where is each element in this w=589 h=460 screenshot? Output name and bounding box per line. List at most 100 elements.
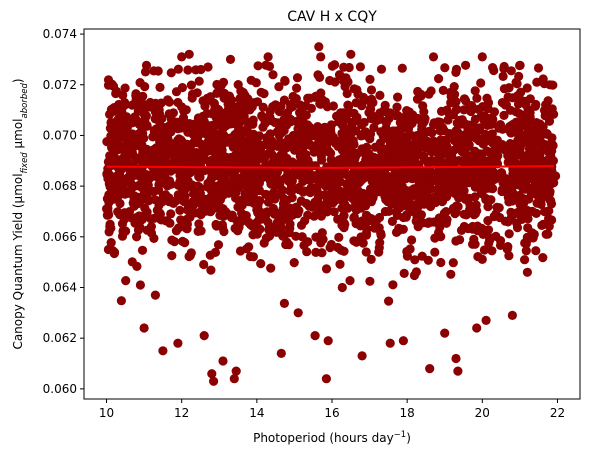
data-point (410, 255, 420, 265)
data-point (251, 78, 261, 88)
data-point (335, 71, 345, 81)
data-point (103, 244, 113, 255)
data-point (370, 222, 380, 232)
data-point (514, 71, 524, 81)
data-point (412, 94, 423, 104)
y-axis-label-mid: μmol (11, 118, 25, 152)
data-point (483, 104, 493, 114)
data-point (391, 137, 401, 147)
data-point (377, 154, 387, 164)
data-points (102, 42, 561, 386)
data-point (120, 83, 130, 93)
data-point (532, 77, 542, 87)
data-point (487, 246, 497, 256)
data-point (386, 161, 396, 171)
data-point (544, 221, 554, 231)
data-point (255, 224, 265, 234)
data-point (409, 270, 419, 281)
data-point (376, 230, 386, 240)
data-point (522, 83, 532, 93)
x-axis-label-sup: −1 (394, 430, 407, 440)
data-point (503, 217, 513, 227)
data-point (119, 185, 129, 196)
data-point (334, 155, 344, 165)
data-point (470, 209, 480, 219)
data-point (286, 180, 296, 190)
data-point (335, 259, 345, 269)
data-point (165, 218, 175, 228)
data-point (434, 153, 444, 163)
x-tick-label: 22 (550, 406, 565, 420)
x-tick-label: 16 (324, 406, 339, 420)
data-point (289, 258, 299, 268)
data-point (451, 236, 461, 246)
data-point (207, 369, 217, 379)
data-point (239, 114, 249, 124)
data-point (442, 166, 452, 176)
data-point (201, 129, 211, 139)
data-point (331, 184, 341, 194)
data-point (161, 190, 171, 200)
data-point (210, 247, 220, 257)
data-point (231, 366, 241, 376)
data-point (276, 152, 286, 162)
data-point (357, 101, 367, 111)
data-point (230, 223, 240, 233)
data-point (521, 100, 531, 110)
data-point (135, 222, 145, 233)
data-point (181, 147, 191, 157)
y-axis-label-prefix: Canopy Quantum Yield (μmol (11, 173, 25, 349)
data-point (404, 186, 414, 196)
data-point (294, 206, 304, 216)
data-point (235, 246, 246, 256)
y-axis: 0.060 0.062 0.064 0.066 0.068 0.070 0.072 0.074 (43, 27, 84, 396)
data-point (459, 180, 469, 190)
data-point (402, 251, 412, 261)
data-point (419, 107, 429, 117)
data-point (209, 201, 219, 211)
data-point (173, 338, 183, 348)
data-point (167, 121, 177, 131)
data-point (316, 52, 326, 62)
data-point (260, 150, 270, 160)
data-point (487, 173, 497, 184)
data-point (154, 148, 164, 158)
x-tick-label: 10 (99, 406, 114, 420)
y-axis-label-close: ) (11, 78, 25, 83)
data-point (339, 223, 349, 233)
data-point (241, 144, 251, 154)
data-point (317, 248, 327, 258)
data-point (178, 236, 188, 246)
data-point (281, 212, 291, 222)
data-point (340, 82, 350, 92)
data-point (184, 49, 194, 59)
data-point (489, 65, 499, 76)
data-point (203, 62, 213, 72)
data-point (470, 239, 480, 249)
data-point (157, 113, 167, 124)
data-point (315, 72, 325, 82)
data-point (150, 290, 160, 300)
data-point (351, 175, 361, 185)
data-point (106, 184, 116, 194)
x-axis-label-main: Photoperiod (hours day (253, 431, 394, 445)
data-point (217, 129, 227, 140)
y-tick-label: 0.068 (43, 179, 77, 193)
data-point (390, 190, 400, 200)
data-point (111, 86, 122, 96)
data-point (333, 193, 343, 203)
data-point (284, 134, 294, 144)
data-point (494, 123, 504, 133)
data-point (154, 174, 165, 185)
y-tick-label: 0.066 (43, 230, 77, 244)
data-point (265, 106, 275, 116)
data-point (286, 103, 296, 113)
trend-line (106, 165, 554, 169)
data-point (218, 356, 228, 366)
data-point (232, 216, 242, 226)
data-point (477, 52, 487, 62)
data-point (183, 205, 193, 215)
data-point (280, 75, 290, 86)
data-point (496, 168, 507, 178)
data-point (246, 166, 256, 176)
